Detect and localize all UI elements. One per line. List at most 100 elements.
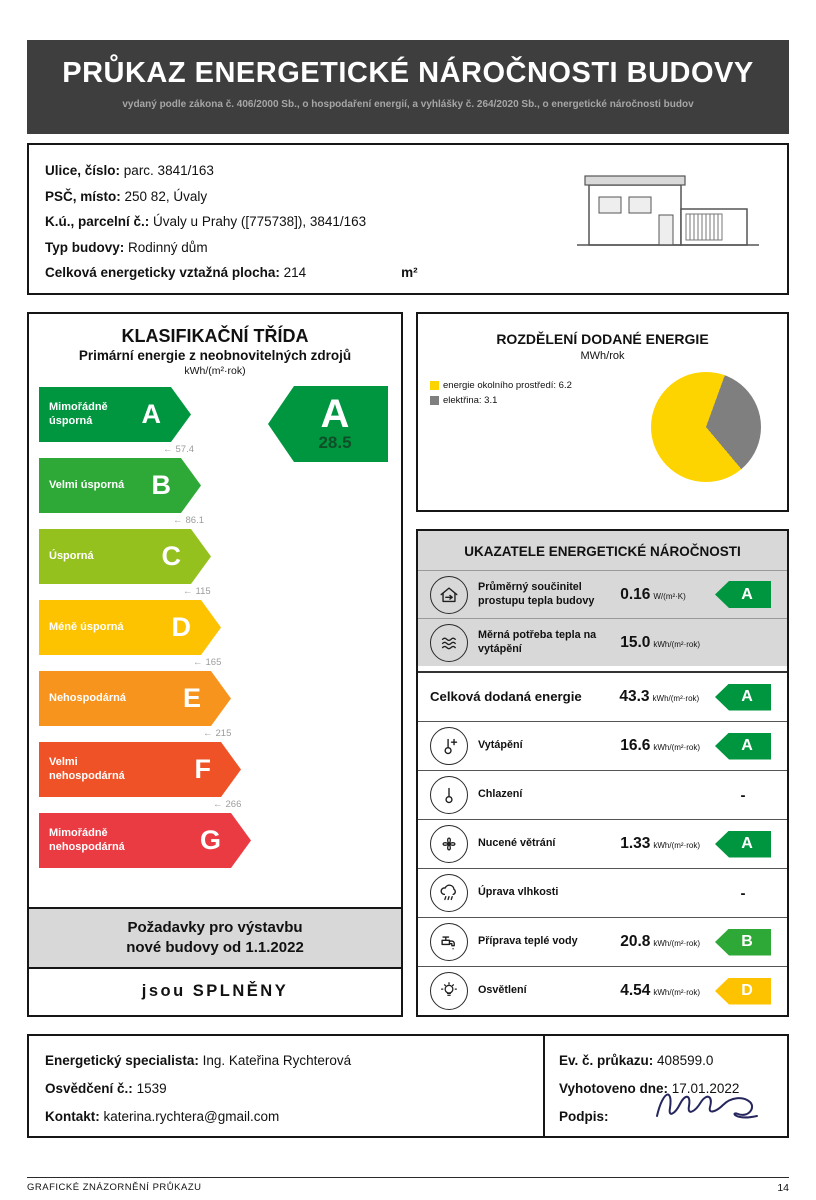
indicator-row: Měrná potřeba tepla na vytápění 15.0 kWh/… <box>418 618 787 666</box>
building-row: Typ budovy: Rodinný dům <box>45 239 208 255</box>
indicator-row: Nucené větrání 1.33 kWh/(m²·rok) A <box>418 819 787 868</box>
selected-class-letter: A <box>320 392 350 436</box>
building-row: PSČ, místo: 250 82, Úvaly <box>45 188 208 204</box>
specialist-box: Energetický specialista: Ing. Kateřina R… <box>27 1034 789 1138</box>
requirements-box: Požadavky pro výstavbu nové budovy od 1.… <box>29 906 401 969</box>
energy-class-row: Mimořádně nehospodárná G <box>39 813 401 884</box>
certificate-header: PRŮKAZ ENERGETICKÉ NÁROČNOSTI BUDOVY vyd… <box>27 40 789 134</box>
energy-pie-chart <box>651 372 761 482</box>
area-unit: m² <box>401 265 418 280</box>
indicator-row: Úprava vlhkosti - <box>418 868 787 917</box>
class-b-arrow: Velmi úsporná B <box>39 458 201 513</box>
certificate-subtitle: vydaný podle zákona č. 406/2000 Sb., o h… <box>122 99 694 110</box>
indicator-row: Chlazení - <box>418 770 787 819</box>
specialist-row: Energetický specialista: Ing. Kateřina R… <box>45 1053 352 1068</box>
indicator-row: Průměrný součinitel prostupu tepla budov… <box>418 570 787 618</box>
class-threshold: 86.1 <box>173 513 401 529</box>
indicator-value: 16.6 kWh/(m²·rok) <box>620 737 701 754</box>
specialist-right-column: Ev. č. průkazu: 408599.0 Vyhotoveno dne:… <box>545 1036 787 1136</box>
signature-image <box>647 1080 773 1132</box>
class-g-arrow: Mimořádně nehospodárná G <box>39 813 251 868</box>
building-illustration <box>559 157 775 279</box>
class-arrow: A <box>715 830 771 858</box>
legend-swatch-electricity <box>430 396 439 405</box>
humidity-cloud-icon <box>430 874 468 912</box>
certificate-ev-number-row: Ev. č. průkazu: 408599.0 <box>559 1053 714 1068</box>
indicators-body-section: Celková dodaná energie 43.3 kWh/(m²·rok) … <box>418 671 787 1015</box>
legend-swatch-environment <box>430 381 439 390</box>
indicators-panel: UKAZATELE ENERGETICKÉ NÁROČNOSTI Průměrn… <box>416 529 789 1017</box>
indicators-title: UKAZATELE ENERGETICKÉ NÁROČNOSTI <box>464 544 741 559</box>
class-arrow: - <box>740 884 746 902</box>
indicator-row: Osvětlení 4.54 kWh/(m²·rok) D <box>418 966 787 1015</box>
distribution-unit: MWh/rok <box>580 350 625 362</box>
energy-distribution-panel: ROZDĚLENÍ DODANÉ ENERGIE MWh/rok energie… <box>416 312 789 512</box>
contact-row: Kontakt: katerina.rychtera@gmail.com <box>45 1109 280 1124</box>
class-arrow <box>715 629 771 656</box>
classification-panel: KLASIFIKAČNÍ TŘÍDA Primární energie z ne… <box>27 312 403 1017</box>
class-e-arrow: Nehospodárná E <box>39 671 231 726</box>
indicator-value: 15.0 kWh/(m²·rok) <box>620 633 701 651</box>
class-c-arrow: Úsporná C <box>39 529 211 584</box>
class-arrow: A <box>715 581 771 608</box>
building-row: K.ú., parcelní č.: Úvaly u Prahy ([77573… <box>45 214 367 229</box>
classification-title: KLASIFIKAČNÍ TŘÍDA <box>121 326 309 346</box>
selected-class-indicator: A 28.5 <box>268 386 388 462</box>
heating-thermometer-icon <box>430 727 468 765</box>
class-threshold: 115 <box>183 584 401 600</box>
certificate-title: PRŮKAZ ENERGETICKÉ NÁROČNOSTI BUDOVY <box>62 57 754 89</box>
indicator-value: 1.33 kWh/(m²·rok) <box>620 835 701 852</box>
legend-item: energie okolního prostředí: 6.2 <box>430 378 572 393</box>
signature-row: Podpis: <box>559 1109 609 1124</box>
heat-transfer-house-icon <box>430 575 468 614</box>
heat-demand-waves-icon <box>430 623 468 662</box>
indicators-header-section: UKAZATELE ENERGETICKÉ NÁROČNOSTI Průměrn… <box>418 531 787 666</box>
classification-unit: kWh/(m²·rok) <box>184 365 246 377</box>
indicator-row-total: Celková dodaná energie 43.3 kWh/(m²·rok) … <box>418 673 787 721</box>
selected-class-value: 28.5 <box>318 433 352 452</box>
classification-subtitle: Primární energie z neobnovitelných zdroj… <box>78 348 352 363</box>
class-arrow: B <box>715 928 771 956</box>
light-bulb-icon <box>430 972 468 1010</box>
new-building-requirements: Požadavky pro výstavbu nové budovy od 1.… <box>29 906 401 1016</box>
class-f-arrow: Velmi nehospodárná F <box>39 742 241 797</box>
indicator-row: Příprava teplé vody 20.8 kWh/(m²·rok) B <box>418 917 787 966</box>
class-d-arrow: Méně úsporná D <box>39 600 221 655</box>
certificate-number-row: Osvědčení č.: 1539 <box>45 1081 167 1096</box>
building-row: Ulice, číslo: parc. 3841/163 <box>45 163 214 178</box>
indicator-value: 4.54 kWh/(m²·rok) <box>620 982 701 999</box>
indicator-value: 20.8 kWh/(m²·rok) <box>620 933 701 950</box>
issue-date-row: Vyhotoveno dne: 17.01.2022 <box>559 1081 740 1096</box>
indicator-value: 0.16 W/(m²·K) <box>620 585 686 603</box>
page-number: 14 <box>777 1182 789 1194</box>
indicator-value: 43.3 kWh/(m²·rok) <box>619 688 700 705</box>
building-row: Celková energeticky vztažná plocha: 214 m… <box>45 265 418 280</box>
class-threshold: 165 <box>193 655 401 671</box>
footer-caption: GRAFICKÉ ZNÁZORNĚNÍ PRŮKAZU <box>27 1182 202 1193</box>
class-arrow: D <box>715 977 771 1005</box>
specialist-left-column: Energetický specialista: Ing. Kateřina R… <box>29 1036 545 1136</box>
class-arrow: - <box>740 786 746 804</box>
building-info-box: Ulice, číslo: parc. 3841/163 PSČ, místo:… <box>27 143 789 295</box>
page-footer: GRAFICKÉ ZNÁZORNĚNÍ PRŮKAZU 14 <box>27 1177 789 1194</box>
hot-water-tap-icon <box>430 923 468 961</box>
pie-legend: energie okolního prostředí: 6.2 elektřin… <box>430 378 572 408</box>
legend-item: elektřina: 3.1 <box>430 393 572 408</box>
class-arrow: A <box>715 732 771 760</box>
indicator-row: Vytápění 16.6 kWh/(m²·rok) A <box>418 721 787 770</box>
fan-icon <box>430 825 468 863</box>
cooling-thermometer-icon <box>430 776 468 814</box>
class-threshold: 57.4 <box>163 442 401 458</box>
class-threshold: 266 <box>213 797 401 813</box>
requirements-result: jsou SPLNĚNY <box>141 982 289 1000</box>
class-a-arrow: Mimořádně úsporná A <box>39 387 191 442</box>
class-threshold: 215 <box>203 726 401 742</box>
